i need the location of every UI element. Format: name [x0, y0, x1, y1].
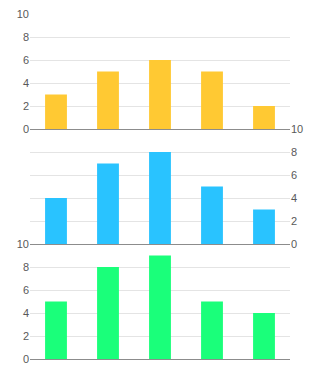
svg-text:6: 6	[23, 284, 29, 296]
svg-text:10: 10	[291, 123, 303, 135]
svg-text:0: 0	[291, 238, 297, 250]
svg-text:6: 6	[291, 169, 297, 181]
svg-text:0: 0	[23, 353, 29, 365]
svg-text:8: 8	[23, 31, 29, 43]
svg-text:2: 2	[23, 100, 29, 112]
svg-text:6: 6	[23, 54, 29, 66]
svg-text:4: 4	[291, 192, 297, 204]
svg-text:2: 2	[23, 330, 29, 342]
svg-text:4: 4	[23, 77, 29, 89]
svg-text:4: 4	[23, 307, 29, 319]
svg-text:8: 8	[291, 146, 297, 158]
svg-text:8: 8	[23, 261, 29, 273]
svg-text:2: 2	[291, 215, 297, 227]
svg-text:0: 0	[23, 123, 29, 135]
svg-text:10: 10	[17, 238, 29, 250]
svg-text:10: 10	[17, 8, 29, 20]
